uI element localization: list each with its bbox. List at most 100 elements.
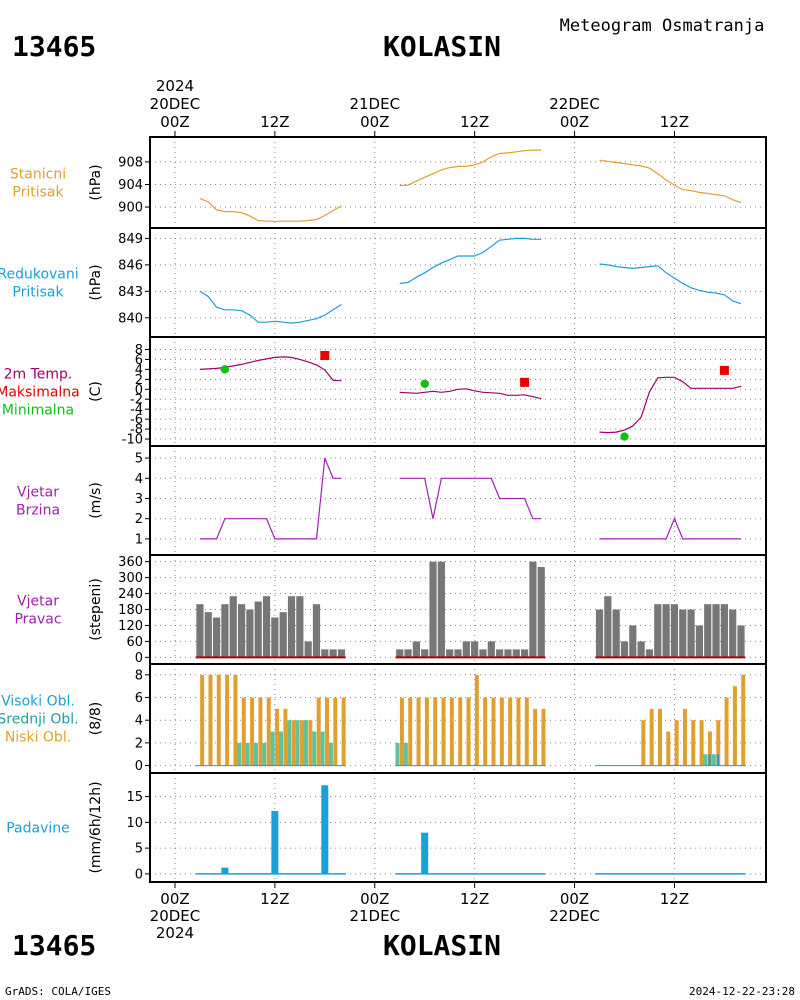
series-line (399, 149, 542, 187)
top-time-label: 2024 (156, 77, 194, 95)
cloud-bar (682, 708, 687, 766)
cloud-bar (254, 742, 259, 766)
y-tick-label: -6 (130, 413, 143, 428)
precip-bar (271, 811, 279, 874)
y-tick-label: 4 (135, 472, 143, 487)
cloud-bar (491, 697, 496, 766)
direction-bar (304, 641, 312, 658)
y-tick-label: 849 (118, 232, 143, 247)
y-tick-label: 60 (126, 635, 143, 650)
cloud-bar (245, 742, 250, 766)
direction-bar (279, 612, 287, 658)
direction-bar (254, 601, 262, 658)
series-line (199, 290, 342, 324)
y-tick-label: 120 (118, 619, 143, 634)
direction-bar (737, 625, 745, 658)
direction-bar (412, 641, 420, 658)
cloud-bar (541, 708, 546, 766)
bottom-time-label: 2024 (156, 924, 194, 942)
direction-bar (296, 596, 304, 658)
footer-credit: GrADS: COLA/IGES (5, 985, 111, 998)
cloud-bar (395, 742, 400, 766)
y-tick-label: 1 (135, 532, 143, 547)
direction-bar (229, 596, 237, 658)
unit-label: (m/s) (88, 482, 104, 519)
y-tick-label: 360 (118, 555, 143, 570)
panel-label: Maksimalna (0, 385, 80, 401)
y-tick-label: 840 (118, 311, 143, 326)
panel-label: Redukovani (0, 267, 79, 283)
y-tick-label: -2 (130, 393, 143, 408)
direction-bar (471, 641, 479, 658)
cloud-bar (732, 686, 737, 766)
series-line (199, 457, 342, 540)
direction-bar (396, 649, 404, 658)
cloud-bar (320, 731, 325, 766)
cloud-bar (403, 742, 408, 766)
panel-label: 2m Temp. (4, 367, 73, 383)
panel-label: Vjetar (17, 485, 59, 501)
bottom-time-label: 00Z (560, 890, 589, 908)
y-tick-label: 8 (135, 343, 143, 358)
panels: 900904908(hPa)StanicniPritisak8408438468… (0, 136, 767, 883)
bottom-time-label: 12Z (660, 890, 689, 908)
cloud-bar (699, 720, 704, 766)
footer-timestamp: 2024-12-22-23:28 (689, 985, 795, 998)
panel-frame (149, 772, 767, 883)
cloud-bar (533, 708, 538, 766)
y-tick-label: 15 (126, 790, 143, 805)
top-time-label: 00Z (560, 113, 589, 131)
panel-label: Minimalna (2, 403, 74, 419)
cloud-bar (225, 674, 230, 766)
cloud-bar (691, 720, 696, 766)
min-marker (420, 379, 429, 389)
cloud-bar (291, 720, 296, 766)
station-name-bottom: KOLASIN (383, 929, 501, 962)
y-tick-label: 240 (118, 587, 143, 602)
cloud-bar (266, 697, 271, 766)
direction-bar (496, 649, 504, 658)
unit-label: (mm/6h/12h) (88, 781, 104, 873)
series-line (199, 198, 342, 222)
direction-bar (321, 649, 329, 658)
direction-bar (404, 649, 412, 658)
cloud-bar (508, 697, 513, 766)
direction-bar (196, 604, 204, 658)
direction-bar (662, 604, 670, 658)
direction-bar (237, 604, 246, 658)
y-tick-label: 10 (126, 816, 143, 831)
series-line (399, 237, 542, 284)
cloud-bar (312, 731, 317, 766)
unit-label: (C) (88, 381, 104, 402)
direction-bar (421, 649, 429, 658)
cloud-bar (499, 697, 504, 766)
direction-bar (695, 625, 704, 658)
y-tick-label: -8 (130, 423, 143, 438)
precip-bar (321, 785, 329, 874)
cloud-bar (262, 742, 267, 766)
cloud-bar (449, 697, 454, 766)
cloud-bar (674, 720, 679, 766)
direction-bar (287, 596, 296, 658)
bottom-time-label: 00Z (160, 890, 189, 908)
cloud-bar (295, 720, 300, 766)
precip-bar (421, 832, 429, 874)
station-id-top: 13465 (12, 30, 96, 63)
direction-bar (429, 561, 437, 658)
panel-label: Padavine (6, 821, 70, 837)
series-line (399, 477, 542, 520)
max-marker (520, 377, 530, 387)
top-time-label: 00Z (360, 113, 389, 131)
bottom-time-label: 20DEC (150, 907, 201, 925)
direction-bar (262, 596, 271, 658)
y-tick-label: 5 (135, 452, 143, 467)
y-tick-label: 6 (135, 691, 143, 706)
unit-label: (8/8) (88, 702, 104, 735)
cloud-bar (741, 674, 746, 766)
direction-bar (595, 609, 604, 658)
series-line (599, 376, 742, 434)
y-tick-label: 0 (135, 651, 143, 666)
